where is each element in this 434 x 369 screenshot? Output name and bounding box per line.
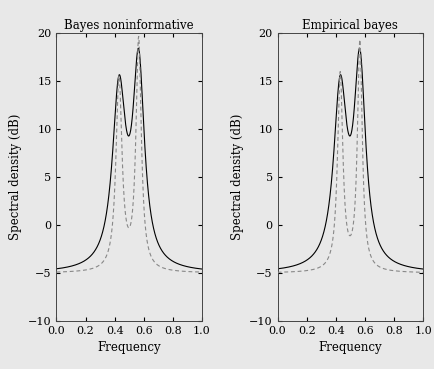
Title: Empirical bayes: Empirical bayes [302,19,398,32]
X-axis label: Frequency: Frequency [319,341,382,355]
Title: Bayes noninformative: Bayes noninformative [64,19,194,32]
X-axis label: Frequency: Frequency [97,341,161,355]
Y-axis label: Spectral density (dB): Spectral density (dB) [10,114,23,240]
Y-axis label: Spectral density (dB): Spectral density (dB) [230,114,243,240]
